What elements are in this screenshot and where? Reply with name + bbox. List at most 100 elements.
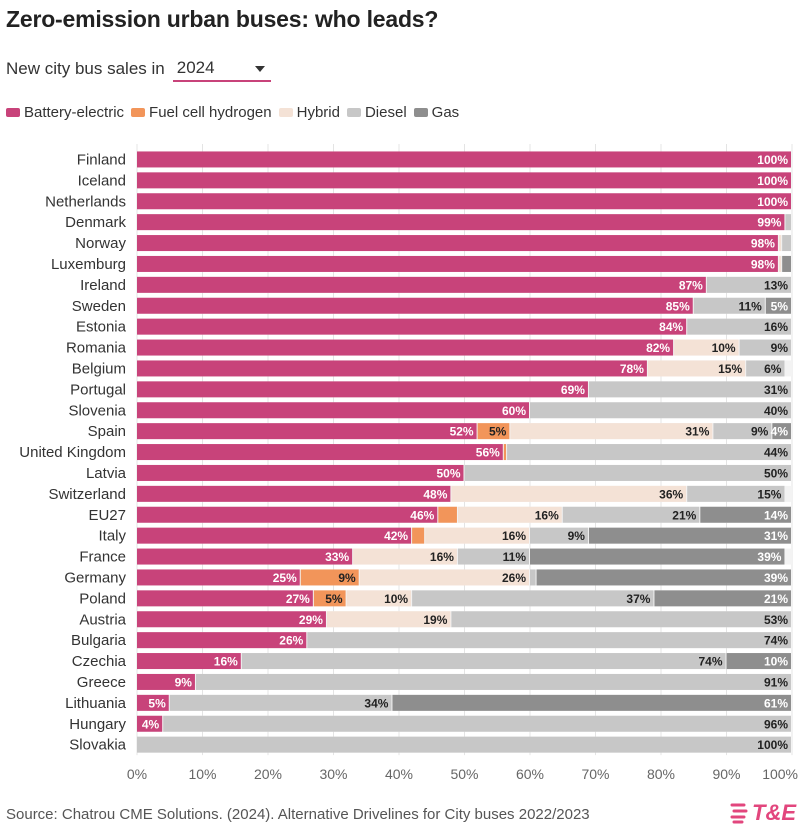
bar-segment-battery-electric [137,318,687,335]
bar-segment-battery-electric [137,569,300,586]
data-label: 9% [751,425,769,439]
category-label: Greece [77,674,126,691]
bar-segment-gas [700,506,791,523]
legend-swatch [413,108,428,117]
bar-segment-hybrid [778,255,782,272]
data-label: 100% [757,738,788,752]
legend-item-hybrid[interactable]: Hybrid [278,104,340,121]
data-label: 44% [764,446,788,460]
legend-item-gas[interactable]: Gas [413,104,459,121]
legend-swatch [6,108,20,117]
bar-segment-battery-electric [137,527,412,544]
data-label: 29% [299,613,323,627]
data-label: 15% [757,487,781,501]
x-tick-label: 60% [516,766,544,782]
legend-label: Hybrid [296,104,340,121]
te-logo-text: T&E [752,800,796,825]
category-label: Portugal [70,381,126,398]
legend-item-diesel[interactable]: Diesel [346,104,407,121]
data-label: 78% [620,362,644,376]
bar-segment-hybrid [326,611,451,628]
category-label: France [79,549,126,566]
source-note: Source: Chatrou CME Solutions. (2024). A… [6,806,590,823]
data-label: 56% [476,446,500,460]
category-label: Denmark [65,214,126,231]
data-label: 5% [771,299,789,313]
data-label: 4% [142,717,160,731]
data-label: 10% [712,341,736,355]
data-label: 100% [757,153,788,167]
data-label: 34% [364,696,388,710]
category-label: Germany [64,569,126,586]
bar-segment-diesel [588,381,791,398]
data-label: 13% [764,278,788,292]
bar-segment-diesel [706,276,791,293]
bar-segment-battery-electric [137,381,588,398]
bar-segment-diesel [785,214,791,231]
bar-segment-diesel [739,339,791,356]
bar-segment-diesel [530,569,536,586]
x-tick-label: 70% [581,766,609,782]
data-label: 4% [771,425,789,439]
bar-segment-hybrid [353,548,457,565]
data-label: 15% [718,362,742,376]
bar-segment-gas [726,653,791,670]
x-tick-label: 20% [254,766,282,782]
data-label: 5% [325,592,343,606]
data-label: 60% [502,404,526,418]
data-label: 74% [698,655,722,669]
bar-segment-hybrid [457,506,562,523]
bar-segment-battery-electric [137,423,477,440]
bar-segment-battery-electric [137,276,706,293]
bar-segment-battery-electric [137,715,163,732]
legend-item-battery-electric[interactable]: Battery-electric [6,104,124,121]
bar-segment-gas [772,423,791,440]
bar-segment-diesel [693,297,765,314]
bar-segment-battery-electric [137,653,241,670]
legend-item-fuel-cell-hydrogen[interactable]: Fuel cell hydrogen [131,104,272,121]
bar-segment-battery-electric [137,255,778,272]
data-label: 82% [646,341,670,355]
category-label: Sweden [72,298,126,315]
category-label: Belgium [72,360,126,377]
bar-segment-diesel [307,632,791,649]
bar-segment-battery-electric [137,444,503,461]
data-label: 48% [423,487,447,501]
data-label: 16% [214,655,238,669]
bar-segment-gas [588,527,791,544]
data-label: 9% [175,675,193,689]
data-label: 85% [666,299,690,313]
bar-segment-battery-electric [137,235,778,252]
legend-label: Diesel [364,104,407,121]
data-label: 16% [535,508,559,522]
bar-segment-hybrid [425,527,529,544]
bar-segment-gas [765,297,791,314]
category-label: Slovenia [68,402,126,419]
category-label: Italy [98,528,126,545]
category-label: Austria [79,611,126,628]
bar-segment-fuel-cell-hydrogen [438,506,457,523]
bar-segment-hybrid [647,360,746,377]
category-label: Spain [88,423,126,440]
category-label: Luxemburg [51,256,126,273]
data-label: 10% [764,655,788,669]
bar-segment-battery-electric [137,506,438,523]
category-label: Czechia [72,653,127,670]
bar-segment-battery-electric [137,151,791,168]
data-label: 36% [659,487,683,501]
x-tick-label: 30% [319,766,347,782]
data-label: 50% [436,466,460,480]
year-dropdown[interactable]: 2024 [172,56,271,82]
stacked-bar-chart: Finland 100% Iceland 100% Netherlands 100% Den… [19,144,798,782]
x-tick-label: 40% [385,766,413,782]
bar-segment-diesel [163,715,791,732]
bar-segment-battery-electric [137,297,693,314]
bar-segment-diesel [169,694,392,711]
legend-swatch [278,108,293,117]
bar-segment-battery-electric [137,673,195,690]
category-label: Iceland [78,172,126,189]
data-label: 91% [764,675,788,689]
data-label: 26% [502,571,526,585]
legend-label: Battery-electric [24,104,125,121]
bar-segment-diesel [457,548,529,565]
